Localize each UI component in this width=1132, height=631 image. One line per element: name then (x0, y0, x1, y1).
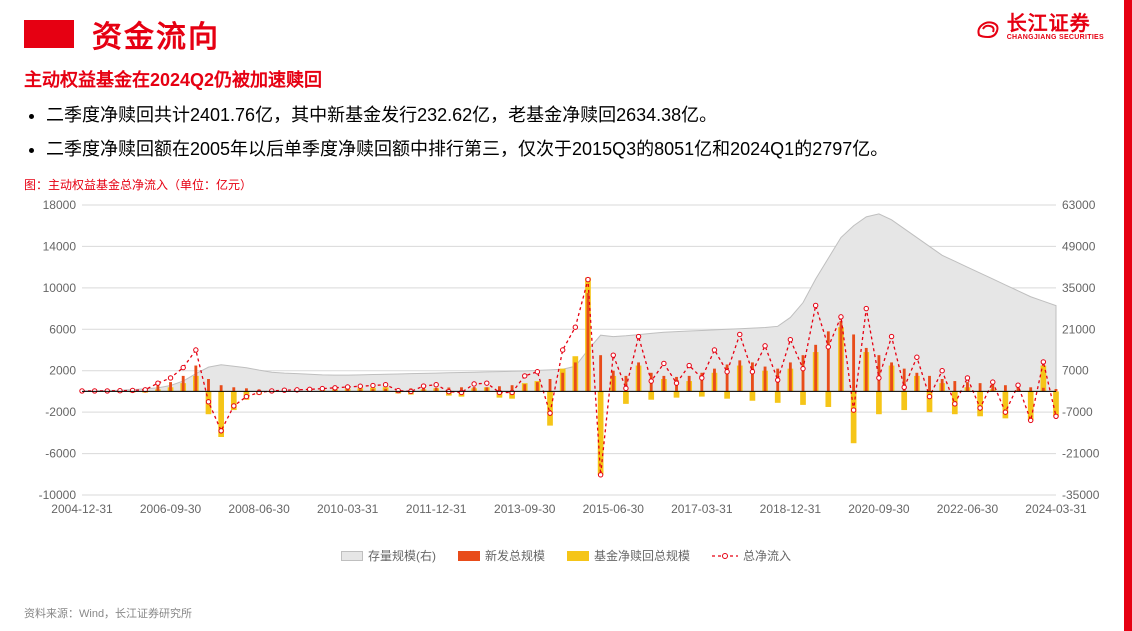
legend-label-stock: 存量规模(右) (368, 547, 436, 564)
svg-text:63000: 63000 (1062, 198, 1096, 212)
brand-logo: 长江证券 CHANGJIANG SECURITIES (975, 14, 1104, 41)
title-redblock (24, 20, 74, 48)
legend-swatch-redemption (567, 551, 589, 561)
svg-text:10000: 10000 (43, 281, 77, 295)
page-title: 资金流向 (92, 12, 220, 56)
legend-label-redemption: 基金净赎回总规模 (594, 547, 690, 564)
bullet-list: 二季度净赎回共计2401.76亿，其中新基金发行232.62亿，老基金净赎回26… (0, 98, 1132, 172)
svg-text:2011-12-31: 2011-12-31 (406, 502, 467, 516)
svg-text:2008-06-30: 2008-06-30 (228, 502, 290, 516)
legend-label-newissue: 新发总规模 (485, 547, 545, 564)
chart-svg: -10000 -6000 -2000 2000 6000 10000 14000 18000 -… (24, 195, 1108, 545)
chart-legend: 存量规模(右) 新发总规模 基金净赎回总规模 总净流入 (0, 545, 1132, 564)
svg-text:-35000: -35000 (1062, 488, 1100, 502)
chart-container: -10000 -6000 -2000 2000 6000 10000 14000 18000 -… (24, 195, 1108, 545)
svg-text:2015-06-30: 2015-06-30 (583, 502, 645, 516)
svg-text:2024-03-31: 2024-03-31 (1025, 502, 1087, 516)
svg-text:2010-03-31: 2010-03-31 (317, 502, 379, 516)
bullet-item: 二季度净赎回额在2005年以后单季度净赎回额中排行第三，仅次于2015Q3的80… (46, 132, 1108, 166)
svg-text:7000: 7000 (1062, 364, 1089, 378)
svg-text:-21000: -21000 (1062, 447, 1100, 461)
svg-text:2022-06-30: 2022-06-30 (937, 502, 999, 516)
logo-text-en: CHANGJIANG SECURITIES (1007, 34, 1104, 41)
svg-text:-7000: -7000 (1062, 406, 1093, 420)
legend-swatch-newissue (458, 551, 480, 561)
bullet-item: 二季度净赎回共计2401.76亿，其中新基金发行232.62亿，老基金净赎回26… (46, 98, 1108, 132)
svg-text:18000: 18000 (43, 198, 77, 212)
svg-text:49000: 49000 (1062, 240, 1096, 254)
svg-text:2004-12-31: 2004-12-31 (51, 502, 113, 516)
subtitle: 主动权益基金在2024Q2仍被加速赎回 (0, 60, 1132, 98)
svg-text:6000: 6000 (49, 323, 76, 337)
legend-swatch-netflow (712, 550, 738, 562)
svg-text:14000: 14000 (43, 240, 77, 254)
svg-text:-10000: -10000 (39, 488, 77, 502)
svg-text:-2000: -2000 (45, 406, 76, 420)
legend-label-netflow: 总净流入 (743, 547, 791, 564)
right-red-bar (1124, 0, 1132, 631)
svg-text:21000: 21000 (1062, 323, 1096, 337)
svg-text:35000: 35000 (1062, 281, 1096, 295)
legend-swatch-stock (341, 551, 363, 561)
svg-text:-6000: -6000 (45, 447, 76, 461)
svg-text:2006-09-30: 2006-09-30 (140, 502, 202, 516)
svg-text:2000: 2000 (49, 364, 76, 378)
chart-caption: 图：主动权益基金总净流入（单位：亿元） (0, 172, 1132, 195)
logo-icon (975, 15, 1001, 41)
svg-text:2020-09-30: 2020-09-30 (848, 502, 910, 516)
svg-text:2013-09-30: 2013-09-30 (494, 502, 556, 516)
source-attribution: 资料来源：Wind，长江证券研究所 (24, 605, 192, 621)
svg-text:2018-12-31: 2018-12-31 (760, 502, 822, 516)
logo-text-cn: 长江证券 (1007, 14, 1104, 34)
svg-text:2017-03-31: 2017-03-31 (671, 502, 733, 516)
